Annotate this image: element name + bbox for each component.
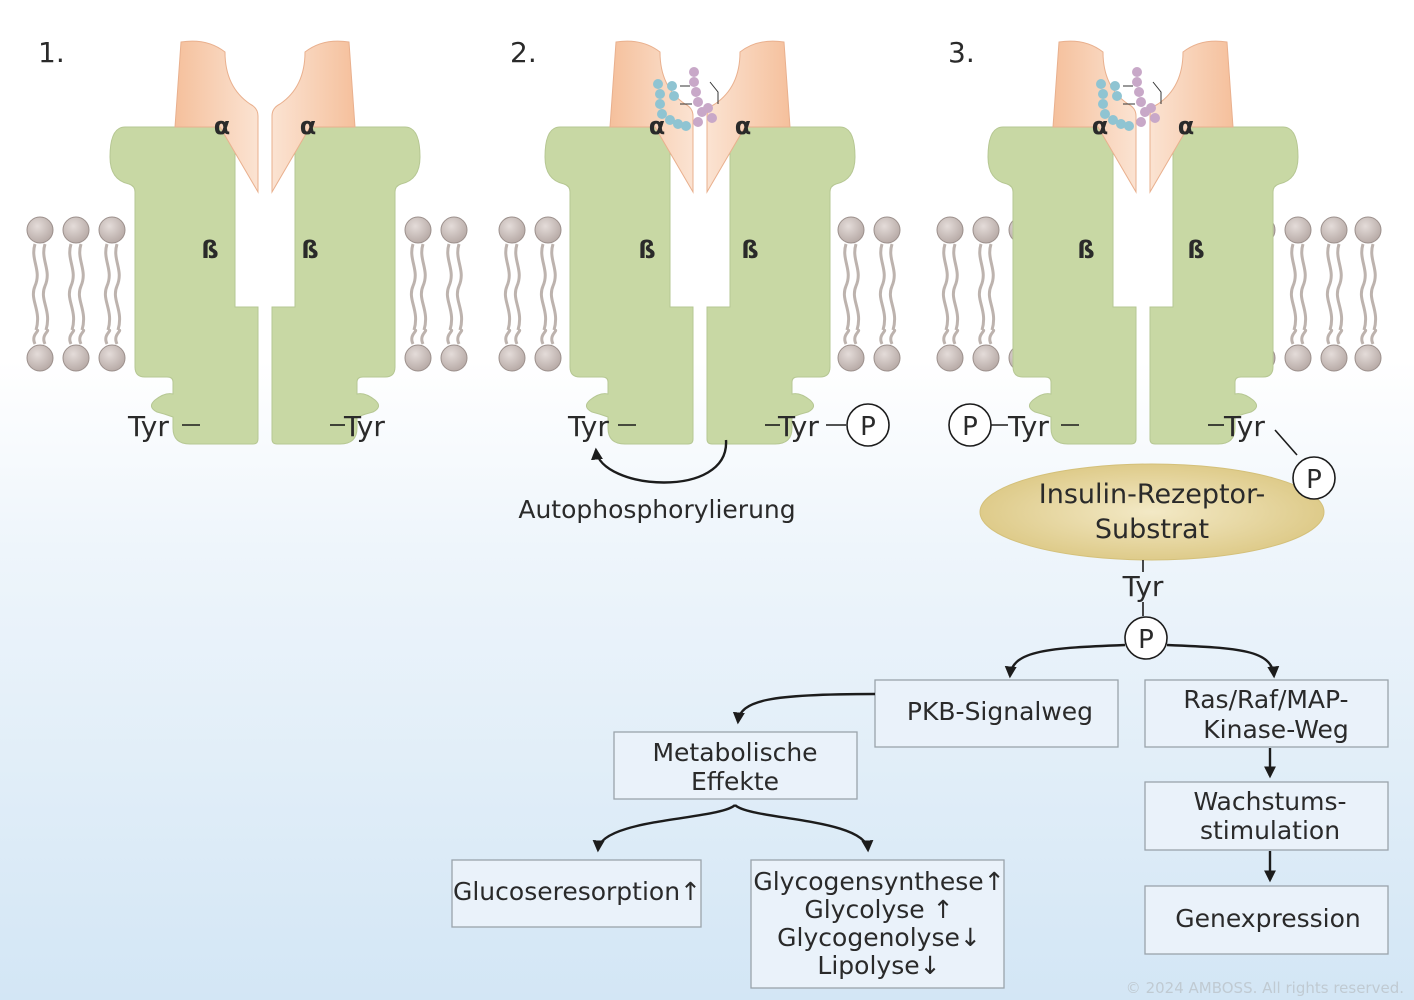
alpha-subunit-right-3: α [1178,112,1195,140]
autophosphorylation-arrow [591,439,728,484]
metabolic-effects-box [613,731,858,800]
alpha-subunit-right-2: α [735,112,752,140]
phosphate-circle-irs-tyr [1124,616,1168,660]
phosphate-circle-irs [1292,456,1336,500]
autophosphorylation-label: Autophosphorylierung [518,495,795,524]
copyright-notice: © 2024 AMBOSS. All rights reserved. [1126,979,1404,997]
step-number-2: 2. [510,36,537,69]
beta-subunit-right-1: ß [301,236,318,264]
metabolic-list-item-1: Glycogensynthese↑ [753,867,1004,896]
arrow-to-pkb [1004,643,1126,679]
ras-pathway-box [1144,679,1389,748]
growth-stimulation-line2: stimulation [1200,816,1340,845]
pkb-pathway-label: PKB-Signalweg [907,697,1093,726]
irs-label-line2: Substrat [1095,514,1209,545]
arrow-to-metabolic [732,692,876,725]
phosphate-circle-2 [846,403,890,447]
alpha-subunit-left-3: α [1092,112,1109,140]
arrow-to-metabolic-list [734,804,874,853]
ras-pathway-line1: Ras/Raf/MAP- [1183,685,1348,714]
gene-expression-box [1144,885,1389,955]
beta-subunit-left-2: ß [638,236,655,264]
metabolic-list-item-4: Lipolyse↓ [817,951,940,980]
arrow-to-ras [1166,643,1280,679]
alpha-subunit-right-1: α [300,112,317,140]
insulin-receptor-panel-3 [987,40,1299,445]
alpha-subunit-left-2: α [649,112,666,140]
metabolic-effects-line2: Effekte [691,767,779,796]
irs-label-line1: Insulin-Rezeptor- [1039,479,1265,510]
phosphate-label-2: P [860,412,876,442]
alpha-subunit-left-1: α [214,112,231,140]
irs-ellipse [979,463,1325,561]
tyr-label-irs: Tyr [1122,570,1164,603]
beta-subunit-left-1: ß [201,236,218,264]
tyr-label-right-1: Tyr [343,410,385,443]
glucose-resorption-box [451,859,702,928]
metabolic-list-item-3: Glycogenolyse↓ [777,923,981,952]
insulin-receptor-panel-1 [109,40,421,445]
tyr-label-left-2: Tyr [567,410,609,443]
growth-stimulation-box [1144,781,1389,851]
beta-subunit-left-3: ß [1077,236,1094,264]
phosphate-label-irs-tyr: P [1138,625,1154,655]
gene-expression-label: Genexpression [1175,904,1360,933]
tyr-label-left-3: Tyr [1007,410,1049,443]
step-number-1: 1. [38,36,65,69]
metabolic-list-box [750,859,1005,989]
arrow-to-glucose [592,804,736,853]
insulin-receptor-panel-2 [544,40,856,445]
beta-subunit-right-2: ß [741,236,758,264]
tyr-label-left-1: Tyr [127,410,169,443]
ras-pathway-line2: Kinase-Weg [1203,715,1348,744]
step-number-3: 3. [948,36,975,69]
tyr-label-right-2: Tyr [777,410,819,443]
pkb-pathway-box [874,679,1119,748]
membrane-lipids-panel-2 [497,215,902,373]
glucose-resorption-label: Glucoseresorption↑ [453,877,701,906]
metabolic-list-item-2: Glycolyse ↑ [804,895,953,924]
phosphate-label-3-left: P [962,412,978,442]
tyr-label-right-3: Tyr [1223,410,1265,443]
growth-stimulation-line1: Wachstums- [1193,787,1346,816]
metabolic-effects-line1: Metabolische [652,738,817,767]
beta-subunit-right-3: ß [1187,236,1204,264]
phosphate-label-irs: P [1306,465,1322,495]
